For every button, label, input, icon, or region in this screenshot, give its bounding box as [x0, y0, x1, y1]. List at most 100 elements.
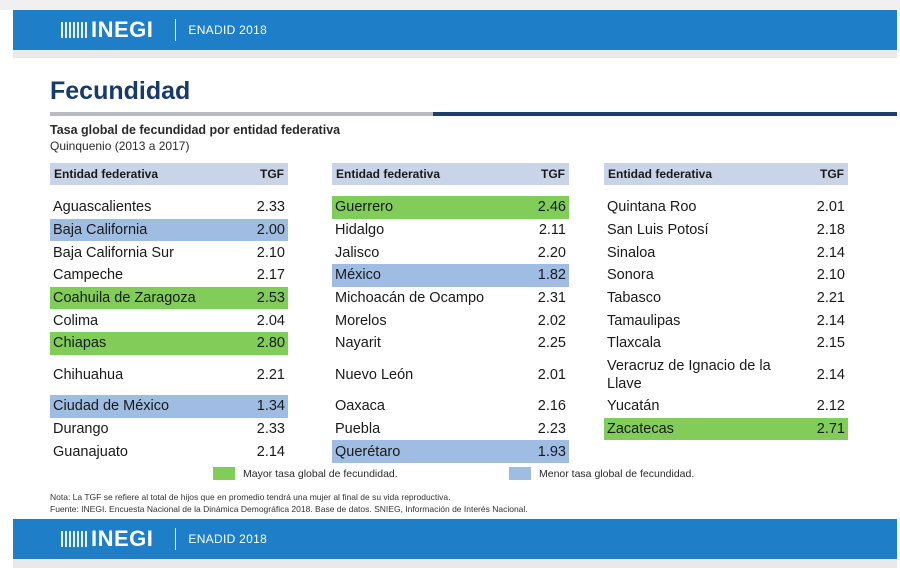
tgf-value: 2.17 [256, 267, 285, 284]
entity-name: Veracruz de Ignacio de la Llave [607, 357, 771, 392]
entity-name: Durango [53, 420, 109, 437]
tgf-value: 2.10 [816, 267, 845, 284]
entity-name: México [335, 267, 381, 284]
header-tgf: TGF [260, 167, 284, 181]
tgf-value: 2.80 [256, 335, 285, 352]
entity-name: Baja California Sur [53, 244, 174, 261]
legend-high-swatch [213, 467, 235, 480]
entity-name: Guerrero [335, 199, 394, 216]
tgf-value: 2.33 [256, 199, 285, 216]
tgf-value: 1.82 [537, 267, 566, 284]
tgf-value: 2.23 [537, 420, 566, 437]
tgf-value: 2.25 [537, 335, 566, 352]
tgf-value: 2.21 [816, 290, 845, 307]
legend-high: Mayor tasa global de fecundidad. [213, 467, 398, 480]
entity-name: Morelos [335, 312, 387, 329]
header-survey-label: ENADID 2018 [188, 23, 268, 37]
table-row: Yucatán 2.12 [604, 395, 848, 418]
table-row: Veracruz de Ignacio de la Llave 2.14 [604, 355, 848, 395]
table-row: Hidalgo 2.11 [332, 219, 569, 242]
legend-high-label: Mayor tasa global de fecundidad. [243, 467, 398, 480]
legend-low-label: Menor tasa global de fecundidad. [539, 467, 695, 480]
inegi-logo-icon [61, 22, 87, 38]
entity-name: Tabasco [607, 290, 662, 307]
tgf-value: 2.18 [816, 222, 845, 239]
tgf-value: 2.46 [537, 199, 566, 216]
footnote: Nota: La TGF se refiere al total de hijo… [50, 492, 451, 502]
table-column-3: Entidad federativa TGF Quintana Roo 2.01 San… [604, 163, 848, 441]
tgf-value: 2.21 [256, 366, 285, 383]
page-title: Fecundidad [50, 77, 191, 105]
inegi-logo-footer-icon [61, 531, 87, 547]
table-row: Puebla 2.23 [332, 418, 569, 441]
header-entity: Entidad federativa [608, 167, 713, 181]
table-row: Aguascalientes 2.33 [50, 196, 288, 219]
entity-name: Ciudad de México [53, 398, 170, 415]
legend-low: Menor tasa global de fecundidad. [509, 467, 694, 480]
table-row: Oaxaca 2.16 [332, 395, 569, 418]
table-row: Chiapas 2.80 [50, 332, 288, 355]
table-row: Morelos 2.02 [332, 309, 569, 332]
entity-name: Chiapas [53, 335, 107, 352]
entity-name: Tamaulipas [607, 312, 681, 329]
table-row: Zacatecas 2.71 [604, 417, 848, 441]
table-header: Entidad federativa TGF [332, 163, 569, 185]
table-row: Michoacán de Ocampo 2.31 [332, 287, 569, 310]
entity-name: Chihuahua [53, 366, 124, 383]
table-row: Baja California Sur 2.10 [50, 241, 288, 264]
entity-name: Sonora [607, 267, 654, 284]
tgf-value: 2.14 [256, 443, 285, 460]
entity-name: Colima [53, 312, 99, 329]
tgf-value: 2.31 [537, 290, 566, 307]
footer-separator [175, 528, 177, 550]
table-row: San Luis Potosí 2.18 [604, 219, 848, 242]
entity-name: Puebla [335, 420, 381, 437]
tgf-value: 2.71 [816, 420, 845, 437]
tgf-value: 2.10 [256, 244, 285, 261]
table-row: Ciudad de México 1.34 [50, 394, 288, 418]
title-rule-gray [50, 112, 433, 116]
table-row: Tabasco 2.21 [604, 287, 848, 310]
tgf-value: 2.15 [816, 335, 845, 352]
header-bar: INEGI ENADID 2018 [13, 10, 897, 50]
table-row: Quintana Roo 2.01 [604, 196, 848, 219]
table-row: Coahuila de Zaragoza 2.53 [50, 286, 288, 310]
table-row: Baja California 2.00 [50, 218, 288, 242]
table-row: Sinaloa 2.14 [604, 241, 848, 264]
tgf-value: 2.14 [816, 312, 845, 329]
table-column-2: Entidad federativa TGF Guerrero 2.46 Hidalgo… [332, 163, 569, 463]
footer-bar: INEGI ENADID 2018 [13, 519, 897, 559]
table-row: Guerrero 2.46 [332, 196, 569, 219]
tgf-value: 2.16 [537, 398, 566, 415]
header-shadow [13, 50, 897, 58]
entity-name: Nuevo León [335, 366, 414, 383]
table-row: Durango 2.33 [50, 418, 288, 441]
table-row: Tlaxcala 2.15 [604, 332, 848, 355]
inegi-logo-text: INEGI [91, 17, 154, 42]
table-row: México 1.82 [332, 264, 569, 287]
entity-name: Hidalgo [335, 222, 385, 239]
tgf-value: 2.33 [256, 420, 285, 437]
tgf-value: 2.14 [816, 244, 845, 261]
legend-low-swatch [509, 467, 531, 480]
inegi-logo: INEGI [61, 17, 153, 43]
entity-name: Tlaxcala [607, 335, 661, 352]
header-separator [175, 19, 177, 41]
entity-name: Zacatecas [607, 420, 674, 437]
entity-name: Aguascalientes [53, 199, 152, 216]
footer-survey-label: ENADID 2018 [188, 532, 268, 546]
table-row: Nayarit 2.25 [332, 332, 569, 355]
inegi-logo-footer: INEGI [61, 526, 153, 552]
entity-name: Oaxaca [335, 398, 385, 415]
tgf-value: 2.01 [537, 366, 566, 383]
entity-name: Guanajuato [53, 443, 128, 460]
entity-name: Querétaro [335, 443, 401, 460]
table-row: Jalisco 2.20 [332, 241, 569, 264]
header-entity: Entidad federativa [54, 167, 159, 181]
tgf-value: 2.04 [256, 312, 285, 329]
tgf-value: 2.00 [256, 222, 285, 239]
title-rule-navy [433, 112, 897, 116]
tgf-value: 1.93 [537, 443, 566, 460]
table-row: Colima 2.04 [50, 309, 288, 332]
table-column-1: Entidad federativa TGF Aguascalientes 2.33 B… [50, 163, 288, 463]
